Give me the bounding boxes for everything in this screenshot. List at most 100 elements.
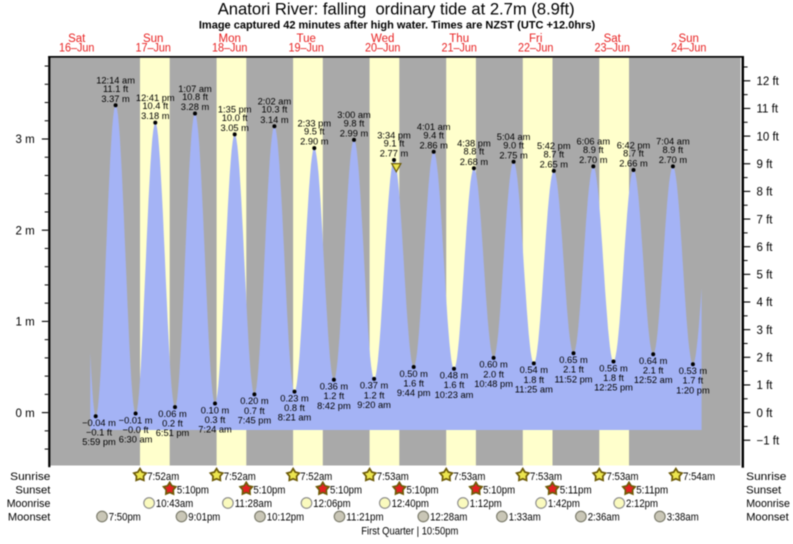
svg-text:17–Jun: 17–Jun <box>135 43 171 55</box>
svg-text:6 ft: 6 ft <box>757 242 774 254</box>
svg-text:22–Jun: 22–Jun <box>518 43 554 55</box>
svg-text:0.2 ft: 0.2 ft <box>162 419 183 429</box>
svg-text:1.6 ft: 1.6 ft <box>444 380 465 390</box>
svg-text:7:52am: 7:52am <box>300 471 332 483</box>
svg-text:12 ft: 12 ft <box>757 76 780 88</box>
svg-text:8.7 ft: 8.7 ft <box>623 149 644 159</box>
svg-text:11.1 ft: 11.1 ft <box>103 84 129 94</box>
svg-text:1.7 ft: 1.7 ft <box>683 376 704 386</box>
svg-text:10.4 ft: 10.4 ft <box>142 101 168 111</box>
svg-text:2.1 ft: 2.1 ft <box>563 365 584 375</box>
svg-text:2.75 m: 2.75 m <box>499 150 528 160</box>
svg-text:−0.01 m: −0.01 m <box>119 415 153 425</box>
svg-text:7:24 am: 7:24 am <box>198 425 232 435</box>
svg-text:10:12pm: 10:12pm <box>267 512 304 524</box>
svg-text:11:28am: 11:28am <box>235 498 272 510</box>
svg-text:9.5 ft: 9.5 ft <box>304 127 325 137</box>
svg-text:1:33am: 1:33am <box>509 512 541 524</box>
svg-text:Fri: Fri <box>529 33 542 45</box>
svg-text:3 ft: 3 ft <box>757 325 774 337</box>
svg-text:9.4 ft: 9.4 ft <box>423 130 444 140</box>
svg-text:2.70 m: 2.70 m <box>659 155 688 165</box>
svg-text:8 ft: 8 ft <box>757 187 774 199</box>
svg-text:23–Jun: 23–Jun <box>594 43 630 55</box>
svg-text:7:54am: 7:54am <box>683 471 715 483</box>
svg-text:21–Jun: 21–Jun <box>441 43 477 55</box>
svg-text:3.18 m: 3.18 m <box>141 111 170 121</box>
svg-text:12:52 am: 12:52 am <box>634 375 673 385</box>
svg-text:1:20 pm: 1:20 pm <box>676 385 710 395</box>
svg-text:5:59 pm: 5:59 pm <box>82 437 116 447</box>
svg-text:7:50pm: 7:50pm <box>109 512 141 524</box>
svg-text:8.8 ft: 8.8 ft <box>464 147 485 157</box>
svg-text:10.0 ft: 10.0 ft <box>222 113 248 123</box>
svg-text:2.99 m: 2.99 m <box>340 129 369 139</box>
svg-text:0.20 m: 0.20 m <box>240 396 269 406</box>
svg-text:4:38 pm: 4:38 pm <box>457 139 491 149</box>
svg-text:1:07 am: 1:07 am <box>178 84 212 94</box>
svg-text:1 m: 1 m <box>16 317 35 329</box>
svg-text:1:35 pm: 1:35 pm <box>218 105 252 115</box>
svg-text:3.28 m: 3.28 m <box>181 102 210 112</box>
svg-text:6:51 pm: 6:51 pm <box>156 428 190 438</box>
svg-text:0.53 m: 0.53 m <box>679 366 708 376</box>
svg-text:1.8 ft: 1.8 ft <box>523 375 544 385</box>
svg-text:0.36 m: 0.36 m <box>320 382 349 392</box>
svg-text:Sat: Sat <box>604 33 622 45</box>
svg-text:2 m: 2 m <box>16 225 35 237</box>
svg-text:0.06 m: 0.06 m <box>158 409 187 419</box>
svg-text:0.56 m: 0.56 m <box>599 363 628 373</box>
svg-text:8.9 ft: 8.9 ft <box>663 145 684 155</box>
svg-text:0.10 m: 0.10 m <box>201 405 230 415</box>
svg-text:11 ft: 11 ft <box>757 104 779 116</box>
svg-text:5:10pm: 5:10pm <box>253 485 285 497</box>
svg-text:Sun: Sun <box>143 33 163 45</box>
svg-text:9:20 am: 9:20 am <box>357 400 391 410</box>
svg-text:2.0 ft: 2.0 ft <box>483 369 504 379</box>
svg-text:Thu: Thu <box>449 33 469 45</box>
svg-text:3:00 am: 3:00 am <box>337 110 371 120</box>
svg-text:Moonrise: Moonrise <box>746 498 790 510</box>
svg-text:9:44 pm: 9:44 pm <box>397 388 431 398</box>
svg-text:0.50 m: 0.50 m <box>399 369 428 379</box>
svg-text:7 ft: 7 ft <box>757 214 774 226</box>
svg-text:7:04 am: 7:04 am <box>656 137 690 147</box>
svg-text:10.3 ft: 10.3 ft <box>261 105 287 115</box>
svg-text:2:12pm: 2:12pm <box>626 498 658 510</box>
svg-text:−0.0 ft: −0.0 ft <box>123 425 150 435</box>
svg-text:3.37 m: 3.37 m <box>101 94 130 104</box>
svg-text:12:40pm: 12:40pm <box>392 498 429 510</box>
svg-text:2.65 m: 2.65 m <box>540 160 569 170</box>
svg-text:20–Jun: 20–Jun <box>365 43 401 55</box>
svg-text:0.37 m: 0.37 m <box>360 381 389 391</box>
svg-text:First Quarter | 10:50pm: First Quarter | 10:50pm <box>361 525 458 537</box>
svg-text:11:52 pm: 11:52 pm <box>554 374 592 384</box>
svg-text:2.70 m: 2.70 m <box>579 155 608 165</box>
svg-text:0.48 m: 0.48 m <box>440 371 469 381</box>
svg-text:2.68 m: 2.68 m <box>460 157 489 167</box>
svg-text:9.8 ft: 9.8 ft <box>344 118 365 128</box>
svg-text:2.90 m: 2.90 m <box>300 137 329 147</box>
svg-text:7:53am: 7:53am <box>377 471 409 483</box>
svg-text:Moonrise: Moonrise <box>7 498 51 510</box>
svg-text:1.8 ft: 1.8 ft <box>603 373 624 383</box>
svg-text:9.0 ft: 9.0 ft <box>503 140 524 150</box>
svg-text:4:01 am: 4:01 am <box>417 122 451 132</box>
svg-text:7:53am: 7:53am <box>453 471 485 483</box>
svg-text:9 ft: 9 ft <box>757 159 774 171</box>
svg-text:8:42 pm: 8:42 pm <box>317 401 351 411</box>
svg-text:18–Jun: 18–Jun <box>212 43 248 55</box>
svg-text:−1 ft: −1 ft <box>757 435 781 447</box>
svg-text:19–Jun: 19–Jun <box>288 43 324 55</box>
svg-text:3:38am: 3:38am <box>667 512 699 524</box>
svg-text:5:10pm: 5:10pm <box>483 485 515 497</box>
svg-text:Wed: Wed <box>371 33 394 45</box>
svg-text:8.9 ft: 8.9 ft <box>583 145 604 155</box>
svg-text:3.14 m: 3.14 m <box>260 115 289 125</box>
svg-text:0.23 m: 0.23 m <box>280 393 309 403</box>
svg-text:7:52am: 7:52am <box>147 471 179 483</box>
svg-text:2 ft: 2 ft <box>757 353 774 365</box>
svg-text:3:34 pm: 3:34 pm <box>377 130 411 140</box>
svg-text:0.8 ft: 0.8 ft <box>284 403 305 413</box>
svg-text:8:21 am: 8:21 am <box>278 413 312 423</box>
